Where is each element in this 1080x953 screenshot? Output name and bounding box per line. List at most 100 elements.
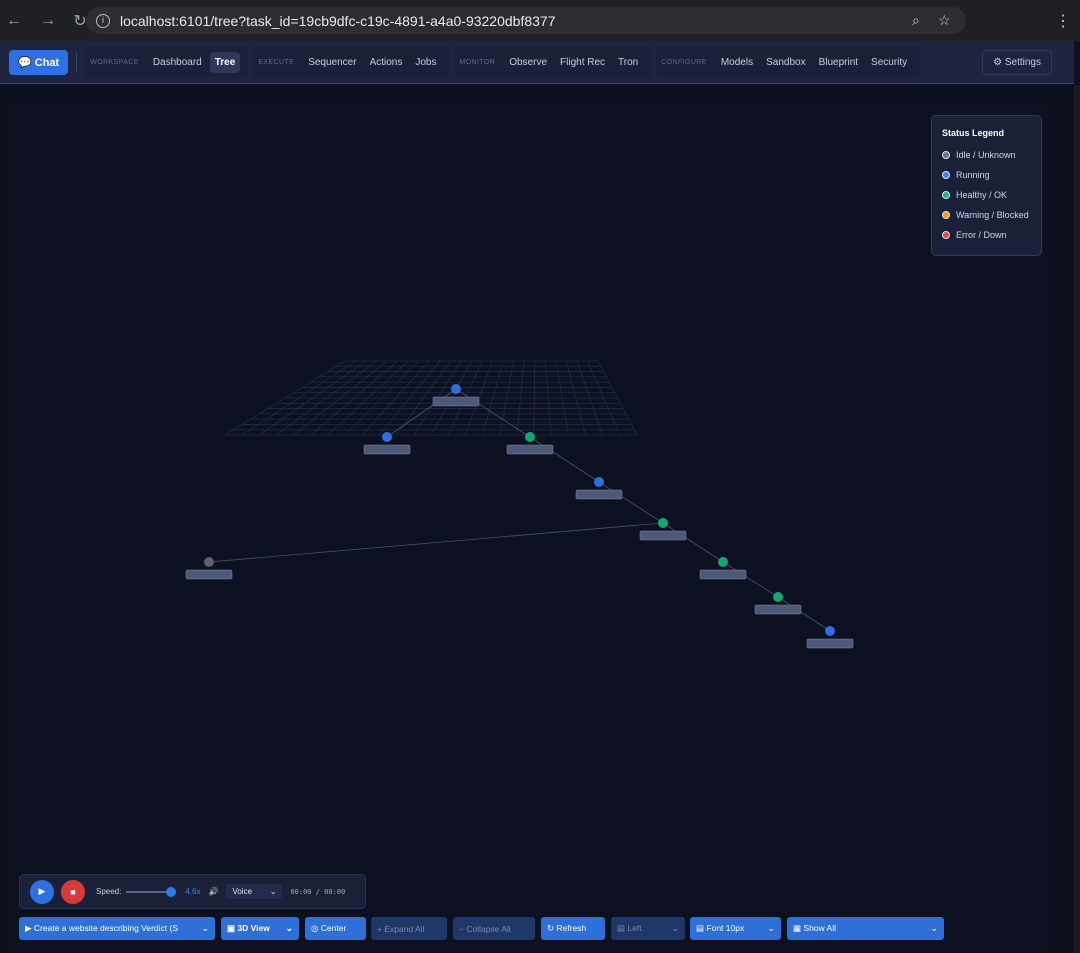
node-label-box[interactable] xyxy=(806,638,854,649)
canvas-area[interactable] xyxy=(8,100,1050,950)
chat-label: Chat xyxy=(34,56,60,69)
nav-item-tree[interactable]: Tree xyxy=(209,51,241,73)
legend-label: Healthy / OK xyxy=(956,190,1008,200)
nav-group-monitor: MONITOR Observe Flight Rec Tron xyxy=(454,47,652,77)
tree-node[interactable] xyxy=(773,592,783,602)
stop-button[interactable]: ■ xyxy=(61,879,85,904)
nav-group-label: MONITOR xyxy=(459,58,496,66)
grid-plane xyxy=(224,360,638,436)
divider xyxy=(76,52,78,72)
node-label-box[interactable] xyxy=(754,604,802,615)
menu-icon[interactable]: ⋮ xyxy=(1055,13,1071,30)
collapse-all-button[interactable]: − Collapse All xyxy=(453,917,535,940)
legend-label: Error / Down xyxy=(956,230,1007,240)
nav-item-actions[interactable]: Actions xyxy=(369,56,403,68)
nav-group-label: CONFIGURE xyxy=(661,58,707,66)
collapse-label: Collapse All xyxy=(466,923,511,934)
view-select[interactable]: ▣ 3D View ⌄ xyxy=(221,917,299,940)
scrollbar[interactable] xyxy=(1074,85,1080,953)
tree-edge xyxy=(722,561,779,598)
play-button[interactable]: ▶ xyxy=(30,879,54,904)
node-label-box[interactable] xyxy=(185,569,233,580)
tree-node[interactable] xyxy=(382,432,392,442)
browser-chrome: ← → ↻ i localhost:6101/tree?task_id=19cb… xyxy=(0,0,1080,41)
refresh-button[interactable]: ↻ Refresh xyxy=(541,917,605,940)
nav-item-sandbox[interactable]: Sandbox xyxy=(766,56,806,68)
star-icon[interactable]: ☆ xyxy=(938,12,951,28)
direction-select[interactable]: ▤ Left ⌄ xyxy=(611,917,685,940)
slider-handle[interactable] xyxy=(166,886,177,897)
zoom-icon[interactable]: ⌕ xyxy=(912,12,920,28)
node-label-box[interactable] xyxy=(363,444,411,455)
view-value: 3D View xyxy=(237,923,270,933)
reload-icon[interactable]: ↻ xyxy=(73,12,87,30)
nav-item-models[interactable]: Models xyxy=(720,56,754,68)
filter-select[interactable]: ▦ Show All ⌄ xyxy=(787,917,944,940)
tree-node[interactable] xyxy=(718,557,728,567)
nav-group-execute: EXECUTE Sequencer Actions Jobs xyxy=(253,47,450,77)
address-bar[interactable]: i localhost:6101/tree?task_id=19cb9dfc-c… xyxy=(86,7,966,34)
nav-item-blueprint[interactable]: Blueprint xyxy=(818,56,859,68)
chat-button[interactable]: 💬 Chat xyxy=(9,49,69,75)
center-label: Center xyxy=(320,923,347,933)
tree-edge xyxy=(208,522,664,563)
speed-slider[interactable] xyxy=(126,886,177,897)
forward-icon[interactable]: → xyxy=(40,11,56,29)
tree-node[interactable] xyxy=(204,557,214,567)
nav-item-security[interactable]: Security xyxy=(871,56,908,68)
nav-item-sequencer[interactable]: Sequencer xyxy=(308,56,357,68)
chevron-down-icon: ⌄ xyxy=(201,923,209,933)
voice-value: Voice xyxy=(232,887,253,896)
legend-label: Running xyxy=(956,170,990,180)
nav-item-dashboard[interactable]: Dashboard xyxy=(152,56,202,68)
expand-label: Expand All xyxy=(384,923,425,934)
task-select[interactable]: ▶ Create a website describing Verdict (S… xyxy=(19,917,215,940)
nav-item-observe[interactable]: Observe xyxy=(509,56,548,68)
legend-title: Status Legend xyxy=(942,128,1005,138)
tree-node[interactable] xyxy=(451,384,461,394)
chevron-down-icon: ⌄ xyxy=(285,923,293,933)
expand-all-button[interactable]: + Expand All xyxy=(371,917,447,940)
nav-item-tron[interactable]: Tron xyxy=(618,56,639,68)
speed-label: Speed: xyxy=(96,887,122,896)
legend-label: Idle / Unknown xyxy=(956,150,1016,160)
status-legend: Status Legend Idle / Unknown Running Healt… xyxy=(931,115,1042,256)
tree-node[interactable] xyxy=(594,477,604,487)
font-select[interactable]: ▤ Font 10px ⌄ xyxy=(690,917,781,940)
info-icon[interactable]: i xyxy=(96,13,110,28)
node-label-box[interactable] xyxy=(506,444,554,455)
settings-label: Settings xyxy=(1004,56,1041,68)
node-label-box[interactable] xyxy=(575,489,623,500)
tree-node[interactable] xyxy=(525,432,535,442)
tree-edge xyxy=(662,522,724,563)
legend-item: Error / Down xyxy=(942,225,1031,245)
node-label-box[interactable] xyxy=(639,530,687,541)
settings-button[interactable]: ⚙ Settings xyxy=(982,49,1052,75)
font-value: Font 10px xyxy=(706,923,745,933)
tree-node[interactable] xyxy=(658,518,668,528)
status-dot-icon xyxy=(942,211,950,219)
tree-edge xyxy=(529,436,600,483)
top-nav: 💬 Chat WORKSPACE Dashboard Tree EXECUTE Sequ… xyxy=(0,41,1074,84)
time-readout: 00:00 / 00:00 xyxy=(290,887,346,896)
tree-edge xyxy=(777,596,831,632)
legend-item: Warning / Blocked xyxy=(942,205,1031,225)
tree-canvas[interactable] xyxy=(0,85,1074,953)
playback-controls: ▶ ■ Speed: 4.6x 🔊 Voice ⌄ 00:00 / 00:00 xyxy=(19,874,366,909)
tree-node[interactable] xyxy=(825,626,835,636)
node-label-box[interactable] xyxy=(432,396,480,407)
back-icon[interactable]: ← xyxy=(6,11,22,29)
legend-item: Idle / Unknown xyxy=(942,145,1031,165)
direction-value: Left xyxy=(627,923,642,933)
center-button[interactable]: ◎ Center xyxy=(305,917,366,940)
status-dot-icon xyxy=(942,231,950,239)
node-label-box[interactable] xyxy=(699,569,747,580)
chevron-down-icon: ⌄ xyxy=(671,923,679,933)
nav-item-jobs[interactable]: Jobs xyxy=(415,56,437,68)
nav-item-flight-rec[interactable]: Flight Rec xyxy=(560,56,606,68)
voice-select[interactable]: Voice ⌄ xyxy=(226,884,283,899)
voice-icon: 🔊 xyxy=(208,887,219,896)
nav-group-label: EXECUTE xyxy=(258,58,295,66)
status-dot-icon xyxy=(942,171,950,179)
